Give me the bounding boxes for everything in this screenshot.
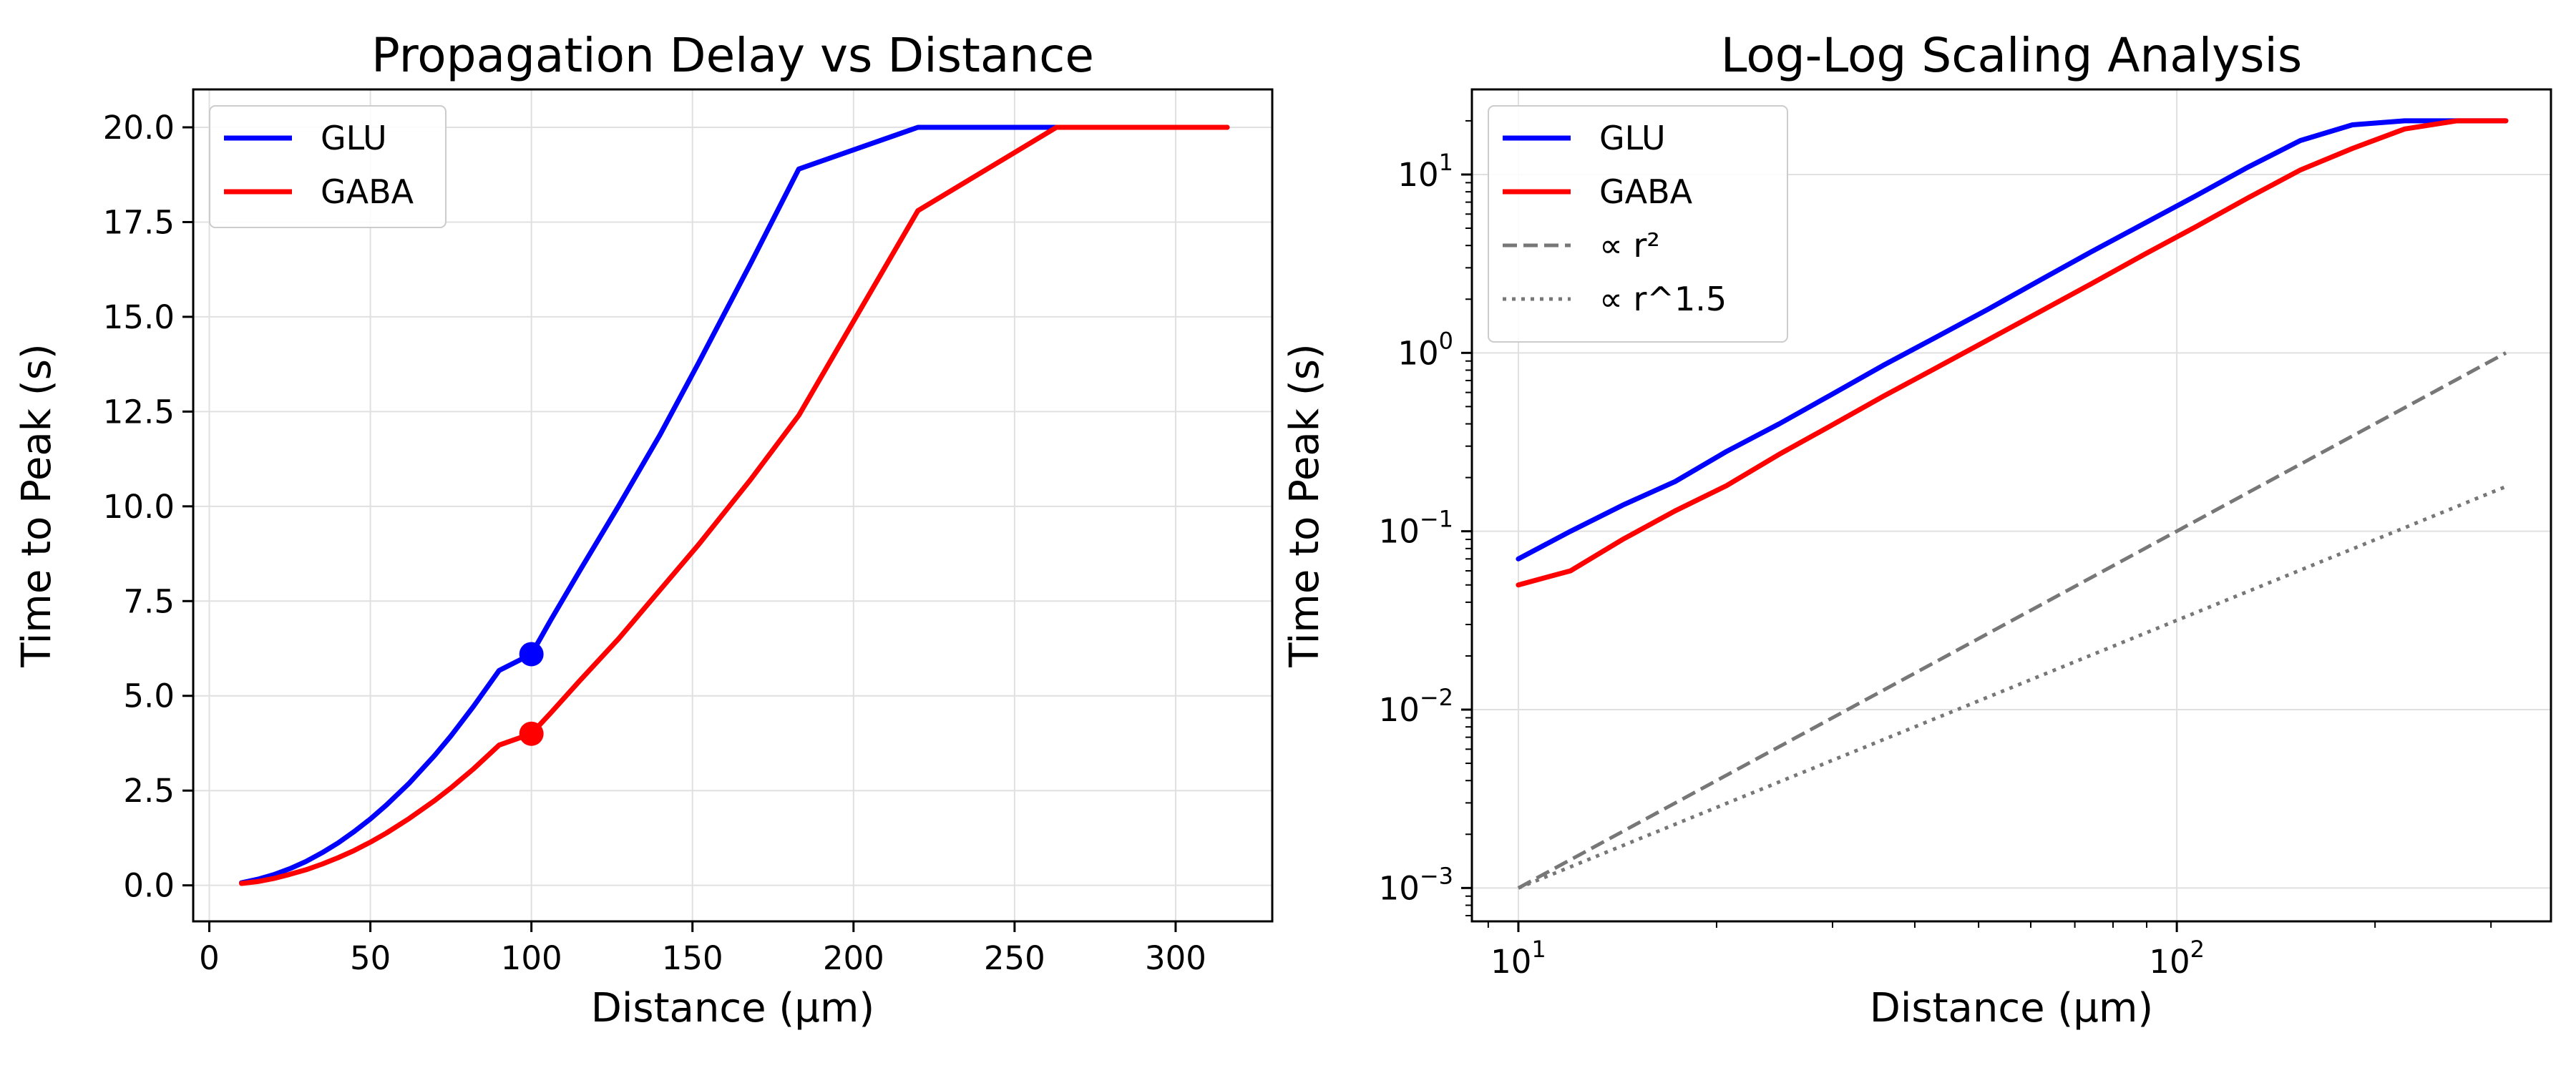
x-tick-label: 50 <box>350 939 391 977</box>
y-tick-label-exponent: 1 <box>1439 149 1453 176</box>
y-tick-label: 7.5 <box>123 582 175 620</box>
axes-frame <box>1470 88 2552 923</box>
chart-title: Log-Log Scaling Analysis <box>1721 28 2303 83</box>
y-tick-label: 0.0 <box>123 867 175 905</box>
y-tick-label-exponent: 0 <box>1439 327 1453 354</box>
panel-linear: 0 50 100 150 200 250 300 0.0 2.5 5.0 7.5 10.0 12.5 15… <box>14 28 1274 1032</box>
y-tick-label: 10−3 <box>1379 862 1453 907</box>
y-tick-label: 10−2 <box>1379 684 1453 729</box>
x-tick-label-base: 10 <box>1491 943 1531 981</box>
legend-label: ∝ r² <box>1599 226 1660 265</box>
x-axis-label: Distance (μm) <box>591 985 875 1032</box>
legend-box <box>1488 105 1788 343</box>
y-tick-label: 5.0 <box>123 677 175 715</box>
y-tick-label-exponent: −1 <box>1420 506 1453 533</box>
marker-gaba <box>519 721 544 746</box>
y-tick-label-base: 10 <box>1379 513 1420 551</box>
y-tick-label: 100 <box>1397 327 1453 372</box>
y-axis-label: Time to Peak (s) <box>14 343 60 668</box>
legend-label: GABA <box>321 172 414 211</box>
x-tick-label: 250 <box>984 939 1045 977</box>
legend-label: ∝ r^1.5 <box>1599 280 1727 318</box>
series-line-r <box>1517 351 2507 890</box>
y-tick-label-base: 10 <box>1397 334 1438 372</box>
chart-title: Propagation Delay vs Distance <box>371 28 1094 83</box>
y-axis-label: Time to Peak (s) <box>1282 343 1328 668</box>
series-line-glu <box>239 124 1230 886</box>
marker-glu <box>519 642 544 667</box>
x-tick-label: 300 <box>1145 939 1206 977</box>
series-line-gaba <box>239 124 1230 886</box>
y-tick-label-exponent: −3 <box>1420 862 1453 889</box>
x-tick-label: 101 <box>1491 936 1546 981</box>
x-tick-label: 200 <box>823 939 884 977</box>
y-tick-label: 101 <box>1397 149 1453 194</box>
x-tick-label: 102 <box>2149 936 2205 981</box>
x-axis-label: Distance (μm) <box>1870 985 2154 1032</box>
x-tick-label: 100 <box>501 939 562 977</box>
legend-label: GLU <box>1599 119 1666 157</box>
series-line-glu <box>1516 118 2509 562</box>
x-tick-label-base: 10 <box>2149 943 2190 981</box>
y-tick-label-base: 10 <box>1379 691 1420 729</box>
legend-label: GLU <box>321 119 387 157</box>
y-tick-label-base: 10 <box>1397 156 1438 194</box>
y-tick-label: 15.0 <box>103 298 175 336</box>
y-tick-label-base: 10 <box>1379 869 1420 907</box>
y-tick-label: 10.0 <box>103 488 175 526</box>
legend-label: GABA <box>1599 172 1693 211</box>
series-line-gaba <box>1516 118 2509 588</box>
y-tick-label: 20.0 <box>103 109 175 147</box>
series-line-r-1-5 <box>1517 484 2507 890</box>
x-tick-label-exponent: 2 <box>2190 936 2205 963</box>
x-tick-label: 0 <box>199 939 220 977</box>
x-tick-label-exponent: 1 <box>1531 936 1546 963</box>
y-tick-label: 17.5 <box>103 203 175 241</box>
y-tick-label: 2.5 <box>123 772 175 810</box>
y-tick-label: 10−1 <box>1379 506 1453 551</box>
y-tick-label: 12.5 <box>103 393 175 431</box>
x-tick-label: 150 <box>662 939 723 977</box>
y-tick-label-exponent: −2 <box>1420 684 1453 711</box>
